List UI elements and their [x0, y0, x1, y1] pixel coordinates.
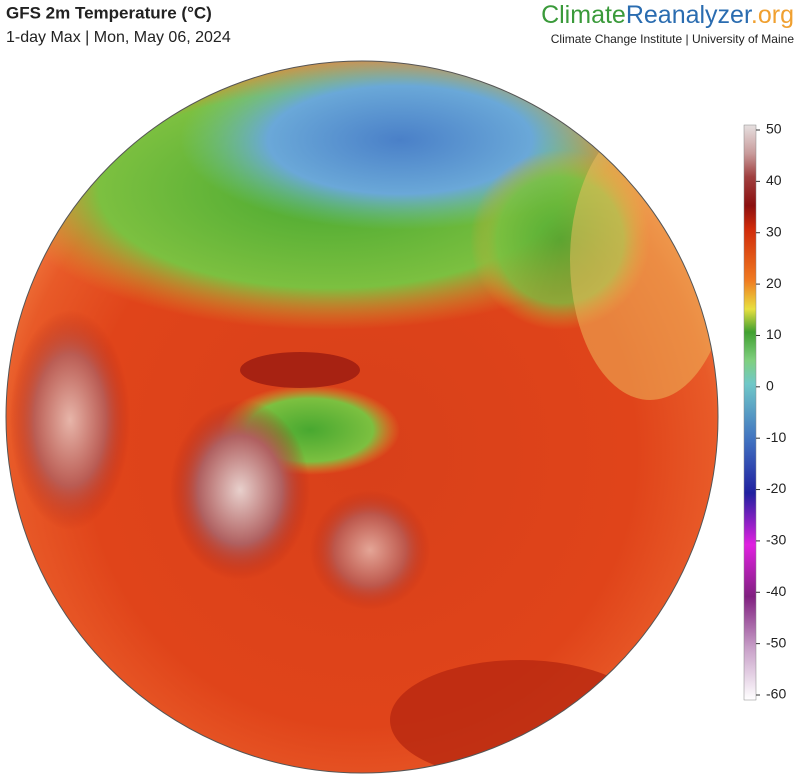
colorbar-tick-label: 0: [766, 378, 774, 394]
globe-outline: [5, 60, 719, 774]
land-hot: [170, 400, 310, 580]
colorbar-tick-label: 20: [766, 275, 782, 291]
colorbar-tick-label: 30: [766, 223, 782, 239]
desert-hot: [240, 352, 360, 388]
tagline: Climate Change Institute | University of…: [551, 32, 795, 46]
colorbar-tick-label: -60: [766, 686, 786, 702]
subtitle: 1-day Max | Mon, May 06, 2024: [6, 29, 231, 46]
colorbar-tick-label: 50: [766, 121, 782, 137]
colorbar-tick-label: 10: [766, 326, 782, 342]
brand-part: Reanalyzer: [626, 1, 752, 29]
colorbar-tick-label: 40: [766, 172, 782, 188]
brand-part: .org: [751, 1, 794, 29]
colorbar-tick-label: -50: [766, 634, 786, 650]
land-hot: [310, 490, 430, 610]
title: GFS 2m Temperature (°C): [6, 3, 212, 22]
globe: [5, 60, 719, 774]
colorbar-tick-label: -20: [766, 480, 786, 496]
colorbar-tick-label: -40: [766, 583, 786, 599]
brand: ClimateReanalyzer.org: [541, 1, 794, 29]
brand-part: Climate: [541, 1, 626, 29]
ocean-cool: [570, 120, 718, 400]
colorbar: [743, 124, 757, 701]
land-hot: [10, 310, 130, 530]
colorbar-tick-label: -30: [766, 532, 786, 548]
colorbar-tick-label: -10: [766, 429, 786, 445]
